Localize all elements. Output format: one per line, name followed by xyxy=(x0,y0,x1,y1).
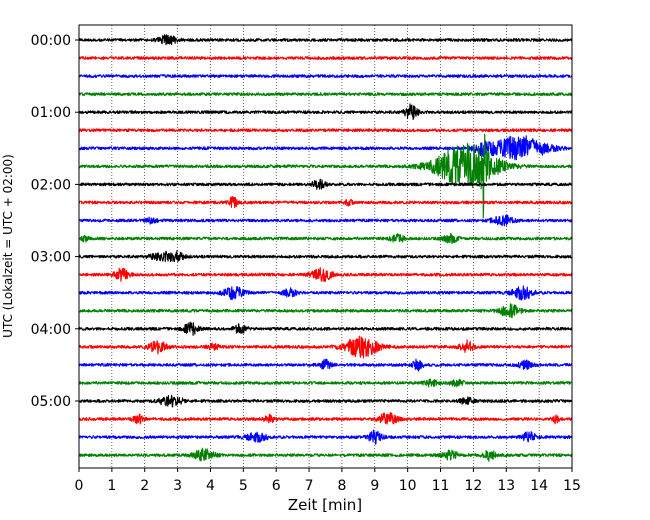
trace-row-17 xyxy=(78,335,573,359)
y-tick-label: 05:00 xyxy=(31,394,71,410)
x-tick-label: 13 xyxy=(497,478,515,494)
trace-row-3 xyxy=(78,92,573,97)
trace-row-13 xyxy=(78,267,573,283)
trace-row-4 xyxy=(78,103,573,121)
x-tick-label: 8 xyxy=(337,478,346,494)
x-tick-label: 4 xyxy=(206,478,215,494)
trace-row-1 xyxy=(78,56,573,60)
trace-row-19 xyxy=(78,378,573,388)
trace-row-2 xyxy=(78,74,573,79)
trace-row-15 xyxy=(78,303,573,318)
x-tick-label: 2 xyxy=(140,478,149,494)
trace-row-18 xyxy=(78,358,573,372)
y-axis-ticks: 00:00 01:00 02:00 03:00 04:00 05:00 xyxy=(31,33,79,410)
trace-row-21 xyxy=(78,411,573,425)
x-tick-label: 1 xyxy=(107,478,116,494)
x-tick-label: 3 xyxy=(173,478,182,494)
x-axis-label: Zeit [min] xyxy=(288,496,362,514)
x-tick-label: 0 xyxy=(75,478,84,494)
trace-row-12 xyxy=(78,250,573,263)
trace-row-6 xyxy=(78,135,573,161)
x-tick-label: 5 xyxy=(239,478,248,494)
trace-row-8 xyxy=(78,178,573,190)
traces xyxy=(78,34,573,462)
trace-row-10 xyxy=(78,214,573,227)
y-tick-label: 01:00 xyxy=(31,105,71,121)
x-tick-label: 7 xyxy=(305,478,314,494)
y-tick-label: 04:00 xyxy=(31,322,71,338)
x-tick-label: 11 xyxy=(432,478,450,494)
grid-lines xyxy=(111,25,540,468)
trace-row-5 xyxy=(78,128,573,133)
trace-row-20 xyxy=(78,394,573,408)
x-tick-label: 12 xyxy=(464,478,482,494)
x-tick-label: 14 xyxy=(530,478,548,494)
trace-row-23 xyxy=(78,447,573,462)
trace-row-14 xyxy=(78,285,573,301)
plot-frame xyxy=(78,24,573,469)
trace-row-11 xyxy=(78,232,573,244)
y-axis-label: UTC (Lokalzeit = UTC + 02:00) xyxy=(1,154,15,338)
trace-row-22 xyxy=(78,429,573,445)
x-axis-ticks: 0 1 2 3 4 5 6 7 8 9 10 11 12 13 14 15 xyxy=(75,468,581,494)
trace-row-0 xyxy=(78,34,573,46)
x-tick-label: 6 xyxy=(272,478,281,494)
trace-row-7 xyxy=(78,133,573,219)
y-tick-label: 03:00 xyxy=(31,250,71,266)
trace-row-16 xyxy=(78,321,573,336)
y-tick-label: 00:00 xyxy=(31,33,71,49)
y-tick-label: 02:00 xyxy=(31,177,71,193)
x-tick-label: 10 xyxy=(399,478,417,494)
x-tick-label: 9 xyxy=(370,478,379,494)
trace-row-9 xyxy=(78,196,573,209)
x-tick-label: 15 xyxy=(563,478,581,494)
